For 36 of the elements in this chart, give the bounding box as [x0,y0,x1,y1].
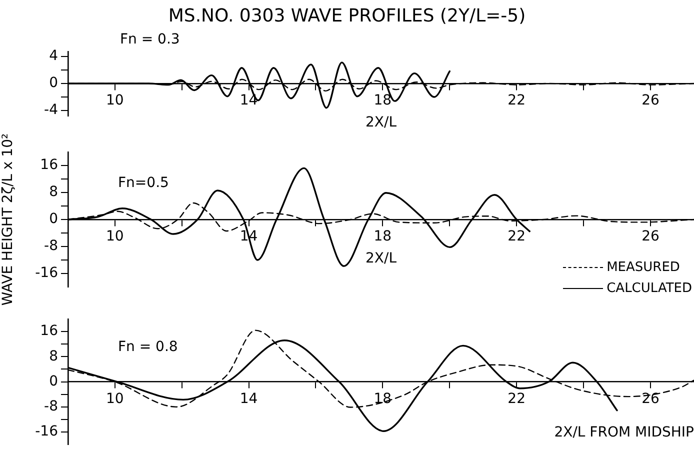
y-tick-label: 0 [49,75,58,92]
y-tick-label: -16 [35,424,58,440]
y-tick-label: 16 [40,323,58,340]
x-tick-label: 18 [374,390,392,407]
annotation: Fn=0.5 [118,175,169,191]
y-tick-label: 0 [49,211,58,228]
x-tick-label: 10 [106,228,124,245]
y-tick-label: -4 [44,102,58,118]
y-tick-label: 8 [49,184,58,200]
x-axis-title: 2X/L [365,250,397,266]
y-tick-label: -16 [35,265,58,282]
x-tick-label: 10 [106,92,124,108]
x-tick-label: 26 [642,228,660,245]
annotation: Fn = 0.8 [118,339,178,355]
chart-title: MS.NO. 0303 WAVE PROFILES (2Y/L=-5) [168,5,526,26]
x-tick-label: 26 [642,92,660,108]
y-tick-label: 8 [49,348,58,364]
y-tick-label: 0 [49,373,58,390]
x-axis-title: 2X/L FROM MIDSHIP [554,424,694,441]
legend-label: CALCULATED [606,281,692,296]
x-tick-label: 10 [106,390,124,407]
x-tick-label: 22 [508,390,526,407]
text: Fn = 0.3 [120,32,180,48]
y-tick-label: 16 [40,157,58,174]
x-tick-label: 14 [240,390,258,407]
x-tick-label: 18 [374,228,392,245]
x-tick-label: 22 [508,228,526,245]
y-tick-label: 4 [49,48,58,64]
x-tick-label: 18 [374,92,392,108]
y-tick-label: -8 [44,398,58,415]
y-tick-label: -8 [44,238,58,254]
x-tick-label: 26 [642,390,660,407]
x-tick-label: 22 [508,92,526,108]
legend-label: MEASURED [606,260,680,275]
x-axis-title: 2X/L [365,114,397,130]
y-axis-title: WAVE HEIGHT 2ζ/L x 10² [0,133,16,306]
